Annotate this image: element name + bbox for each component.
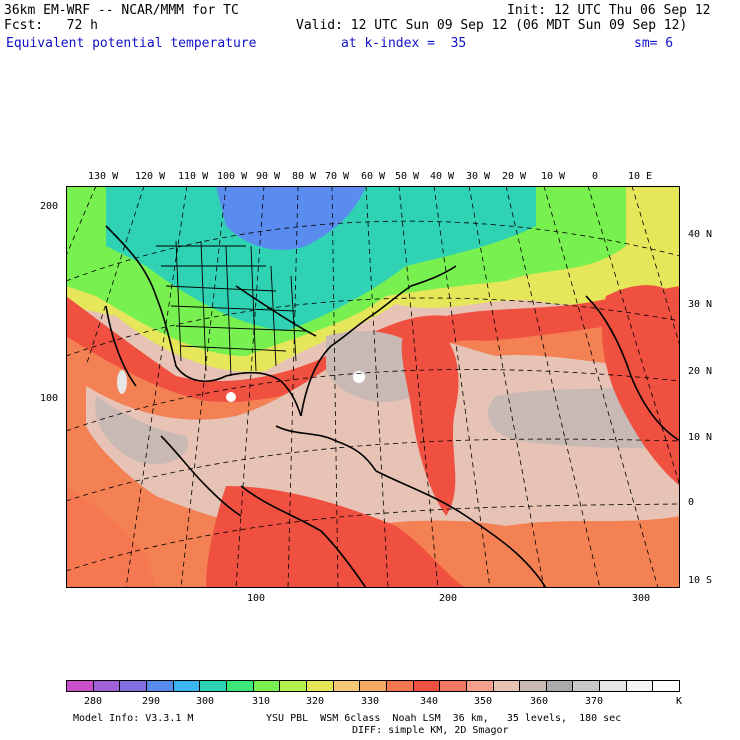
map-frame xyxy=(66,186,680,588)
lon-label: 90 W xyxy=(256,171,281,182)
field-white-spot xyxy=(226,392,236,402)
legend-label: 290 xyxy=(142,696,161,707)
legend-swatch xyxy=(67,681,94,691)
legend-swatch xyxy=(93,681,121,691)
lon-label: 80 W xyxy=(292,171,317,182)
lat-label: 20 N xyxy=(688,366,713,377)
legend-swatch xyxy=(546,681,574,691)
legend-swatch xyxy=(413,681,441,691)
lon-label: 120 W xyxy=(135,171,166,182)
lon-label: 30 W xyxy=(466,171,491,182)
legend-label: 320 xyxy=(306,696,325,707)
lon-label: 110 W xyxy=(178,171,209,182)
field-red-sw xyxy=(66,486,156,588)
field-grey-3 xyxy=(95,396,188,465)
forecast-hour: Fcst: 72 h xyxy=(4,18,98,33)
lon-label: 70 W xyxy=(325,171,350,182)
model-title: 36km EM-WRF -- NCAR/MMM for TC xyxy=(4,3,239,18)
field-red-africa xyxy=(601,285,680,486)
legend-swatch xyxy=(120,681,147,691)
grid-label-x: 100 xyxy=(247,593,266,604)
legend-swatch xyxy=(493,681,521,691)
lon-label: 0 xyxy=(592,171,599,182)
legend-swatch xyxy=(306,681,334,691)
lon-label: 130 W xyxy=(88,171,119,182)
legend-label: 330 xyxy=(361,696,380,707)
field-red-plume xyxy=(401,324,459,516)
valid-time: Valid: 12 UTC Sun 09 Sep 12 (06 MDT Sun … xyxy=(296,18,688,33)
theta-e-map xyxy=(66,186,680,588)
model-info: Model Info: V3.3.1 M xyxy=(73,713,194,724)
init-time: Init: 12 UTC Thu 06 Sep 12 xyxy=(507,3,711,18)
legend-swatch xyxy=(360,681,387,691)
physics-info: YSU PBL WSM 6class Noah LSM 36 km, 35 le… xyxy=(266,713,622,724)
lat-label: 0 xyxy=(688,497,695,508)
lon-label: 60 W xyxy=(361,171,386,182)
state-borders xyxy=(156,240,307,377)
field-white-spot xyxy=(353,371,365,383)
legend-swatch xyxy=(200,681,227,691)
legend-unit: K xyxy=(676,696,683,707)
lon-label: 10 W xyxy=(541,171,566,182)
legend-label: 370 xyxy=(585,696,604,707)
smoothing: sm= 6 xyxy=(634,36,674,51)
legend-label: 300 xyxy=(196,696,215,707)
field-name: Equivalent potential temperature xyxy=(6,36,257,51)
legend-swatch xyxy=(520,681,547,691)
lon-label: 50 W xyxy=(395,171,420,182)
lon-label: 40 W xyxy=(430,171,455,182)
legend-label: 350 xyxy=(474,696,493,707)
grid-label-x: 300 xyxy=(632,593,651,604)
grid-label-y: 200 xyxy=(40,201,59,212)
lon-label: 20 W xyxy=(502,171,527,182)
field-north-blue xyxy=(216,186,366,250)
latlon-grid xyxy=(66,186,680,588)
legend-swatch xyxy=(440,681,467,691)
legend-swatch xyxy=(653,681,680,691)
legend-swatch xyxy=(280,681,307,691)
legend-swatch xyxy=(146,681,174,691)
legend-swatch xyxy=(573,681,601,691)
lon-label: 100 W xyxy=(217,171,248,182)
legend-swatch xyxy=(226,681,254,691)
field-white-spot xyxy=(117,370,127,394)
legend-swatch xyxy=(253,681,281,691)
lat-label: 10 N xyxy=(688,432,713,443)
lon-label: 10 E xyxy=(628,171,653,182)
lat-label: 10 S xyxy=(688,575,713,586)
level-index: at k-index = 35 xyxy=(341,36,467,51)
legend-swatch xyxy=(626,681,654,691)
legend-swatch xyxy=(386,681,414,691)
legend-label: 310 xyxy=(252,696,271,707)
legend-label: 280 xyxy=(84,696,103,707)
color-legend xyxy=(66,680,680,692)
grid-label-x: 200 xyxy=(439,593,458,604)
coastlines xyxy=(105,225,680,588)
field-tropics xyxy=(86,337,680,532)
grid-label-y: 100 xyxy=(40,393,59,404)
legend-label: 340 xyxy=(420,696,439,707)
field-red-south xyxy=(206,486,466,588)
legend-swatch xyxy=(466,681,494,691)
legend-swatch xyxy=(333,681,361,691)
lat-label: 30 N xyxy=(688,299,713,310)
legend-swatch xyxy=(600,681,627,691)
legend-label: 360 xyxy=(530,696,549,707)
dynamics-info: DIFF: simple KM, 2D Smagor xyxy=(352,725,509,736)
legend-swatch xyxy=(173,681,201,691)
lat-label: 40 N xyxy=(688,229,713,240)
